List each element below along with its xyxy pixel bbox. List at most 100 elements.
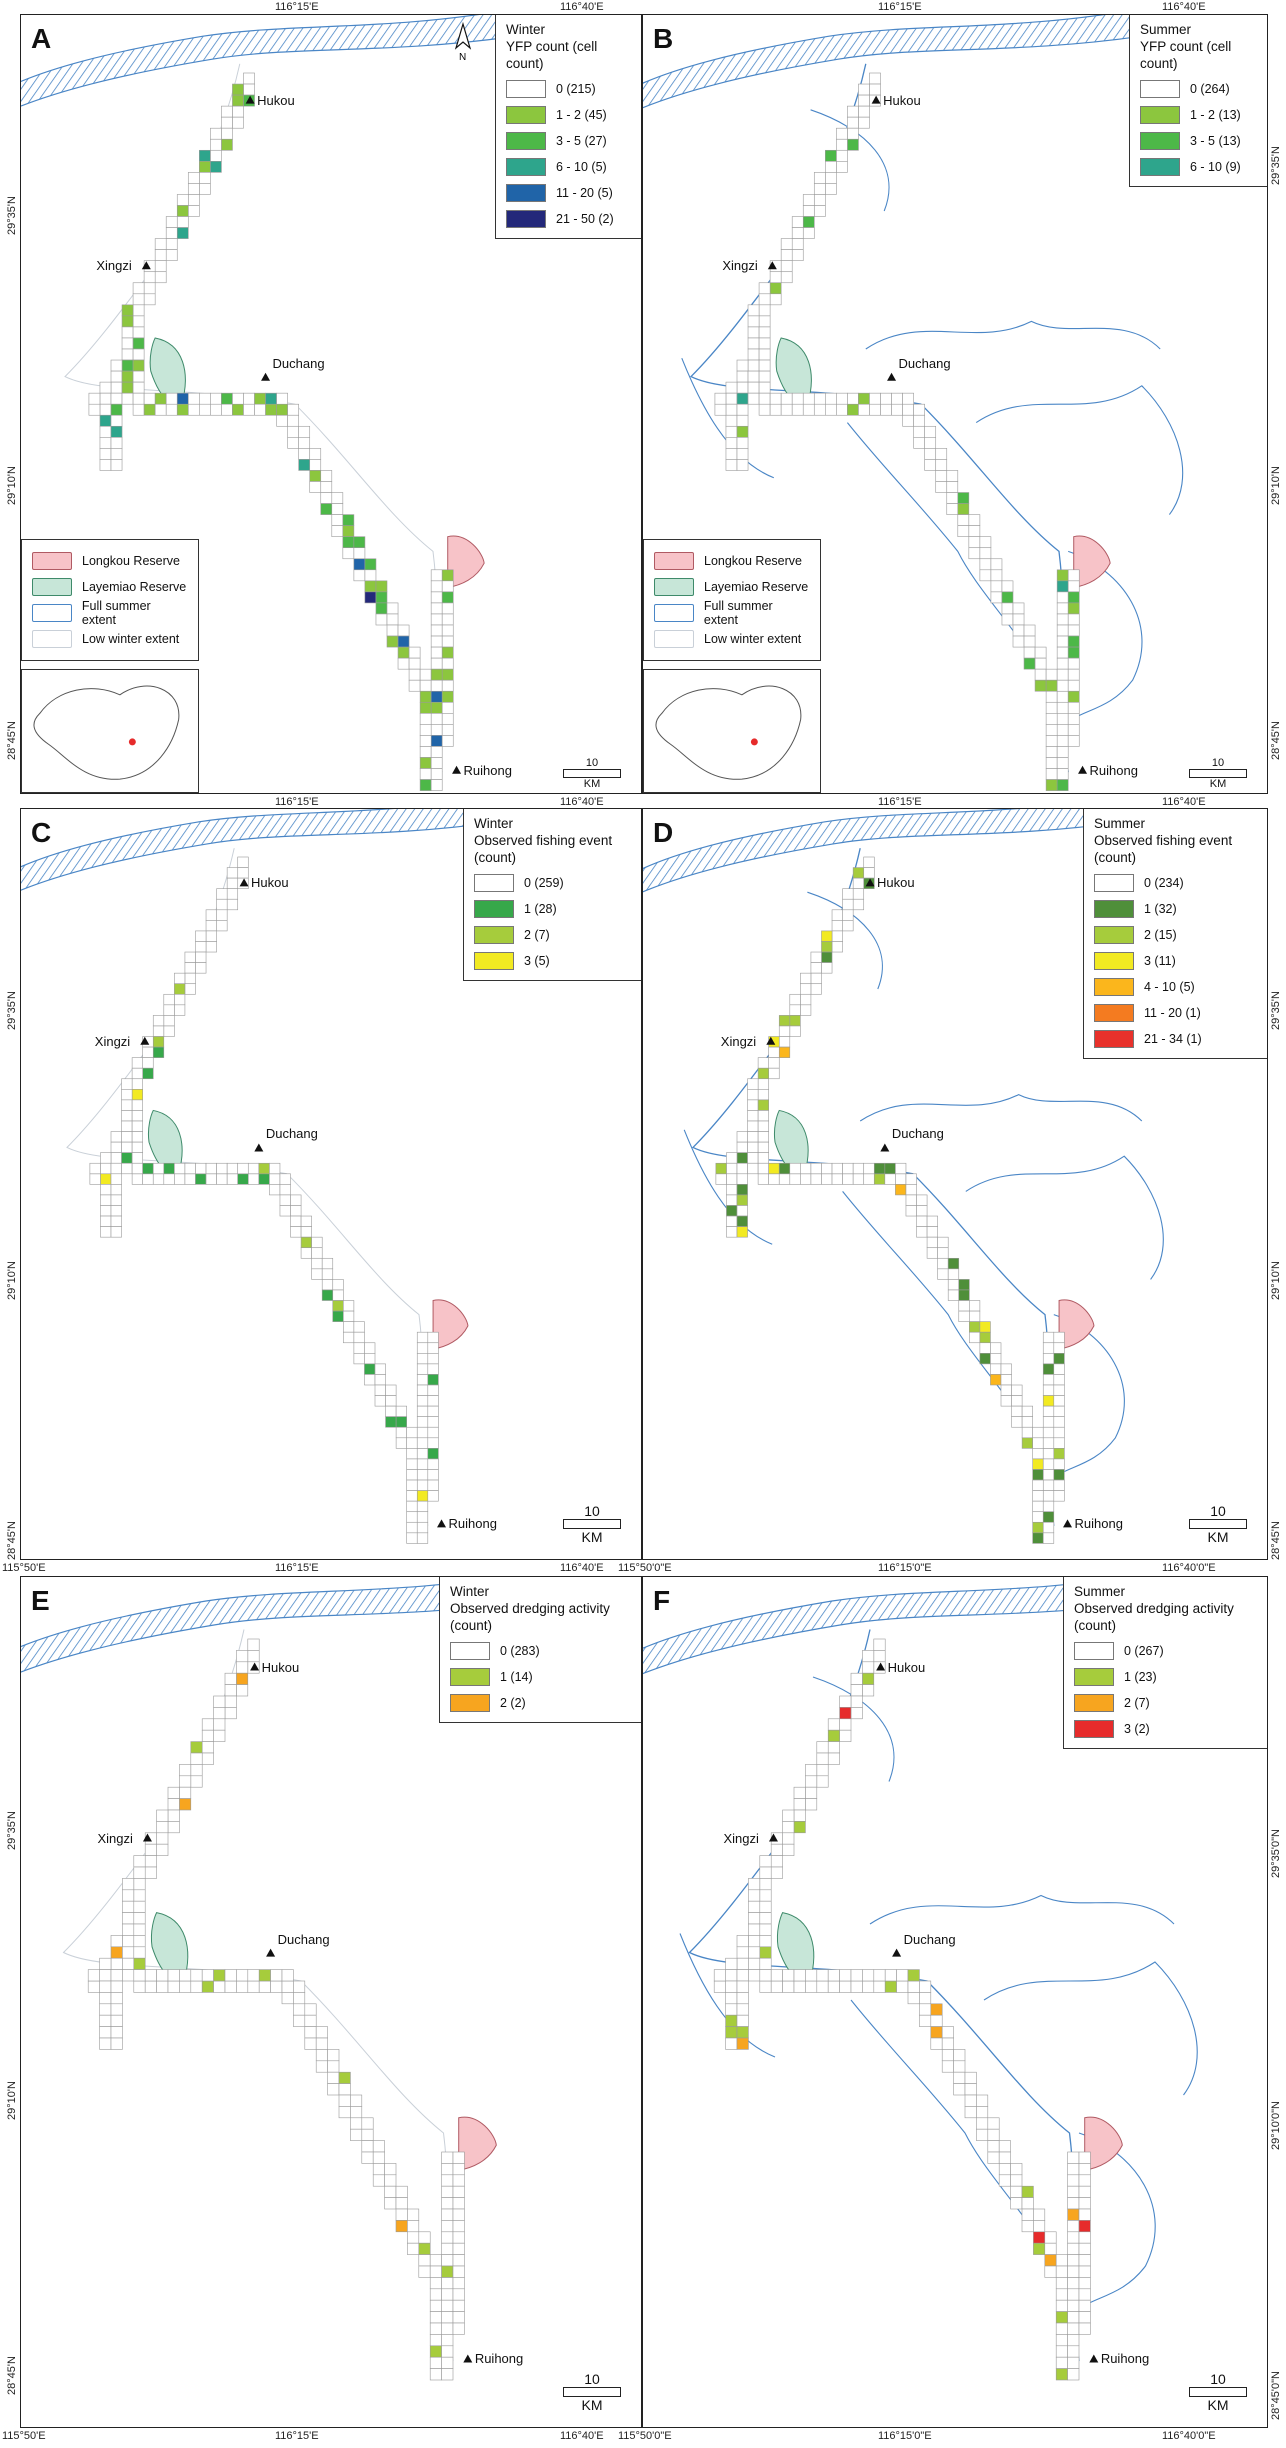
- grid-cell: [1012, 613, 1025, 626]
- place-label-ruihong: Ruihong: [474, 2351, 524, 2367]
- grid-cell: [110, 1131, 122, 1143]
- grid-cell: [384, 2174, 397, 2187]
- grid-cell: [816, 1980, 829, 1993]
- grid-cell: [850, 1672, 863, 1685]
- grid-cell: [165, 216, 178, 228]
- grid-cell: [311, 1257, 323, 1270]
- grid-cell: [1053, 1363, 1065, 1375]
- summer-extent-outline: [859, 1093, 1143, 1122]
- grid-cell: [736, 437, 749, 449]
- reserve-legend: Longkou Reserve Layemiao Reserve Full summ…: [21, 539, 199, 661]
- scale-unit: KM: [1207, 2397, 1229, 2413]
- grid-cell: [1023, 635, 1036, 648]
- grid-cell: [99, 1957, 112, 1970]
- grid-cell: [132, 326, 145, 339]
- grid-cell: [907, 1969, 920, 1982]
- grid-cell: [99, 2037, 112, 2050]
- place-label-hukou: Hukou: [261, 1659, 300, 1675]
- grid-cell: [430, 768, 443, 780]
- grid-cell: [825, 392, 837, 405]
- grid-cell: [725, 1980, 738, 1993]
- grid-cell: [1042, 1437, 1055, 1449]
- grid-cell: [110, 1957, 123, 1970]
- place-label-duchang: Duchang: [898, 355, 951, 371]
- grid-cell: [372, 2174, 385, 2187]
- grid-cell: [831, 941, 843, 953]
- north-arrow-icon: [454, 21, 472, 50]
- grid-cell: [858, 83, 870, 96]
- grid-cell: [759, 1935, 772, 1948]
- grid-cell: [441, 591, 454, 604]
- grid-cell: [154, 271, 167, 284]
- grid-cell: [884, 1980, 897, 1993]
- grid-cell: [452, 2288, 465, 2301]
- grid-cell: [353, 569, 366, 582]
- grid-cell: [839, 1695, 852, 1708]
- grid-cell: [133, 1969, 146, 1982]
- grid-cell: [757, 1162, 769, 1175]
- grid-cell: [205, 1173, 217, 1185]
- grid-cell: [778, 1162, 791, 1175]
- grid-cell: [1067, 602, 1080, 615]
- grid-cell: [780, 403, 793, 416]
- legend-item: 3 (5): [474, 948, 632, 974]
- grid-cell: [1078, 2322, 1091, 2335]
- place-marker-icon: [1078, 765, 1088, 774]
- grid-cell: [816, 1764, 829, 1777]
- place-marker-icon: [266, 1948, 276, 1957]
- lat-label: 29°35'N: [6, 196, 18, 235]
- grid-cell: [210, 403, 222, 416]
- grid-cell: [821, 930, 833, 942]
- legend-item: 4 - 10 (5): [1094, 974, 1258, 1000]
- grid-cell: [441, 580, 454, 593]
- grid-cell: [1033, 2242, 1046, 2255]
- scale-bar: 10 KM: [563, 757, 621, 790]
- grid-cell: [990, 1374, 1002, 1386]
- legend-item: 11 - 20 (1): [1094, 1000, 1258, 1026]
- grid-cell: [842, 909, 854, 921]
- legend-swatch: [1140, 80, 1180, 98]
- grid-cell: [800, 993, 812, 1006]
- grid-cell: [156, 1821, 169, 1834]
- grid-cell: [110, 1141, 122, 1153]
- grid-cell: [441, 679, 454, 692]
- scale-bar-graphic: [1189, 769, 1247, 778]
- grid-cell: [1067, 624, 1080, 637]
- place-marker-icon: [254, 1143, 264, 1152]
- grid-cell: [726, 1173, 738, 1185]
- grid-cell: [154, 403, 167, 416]
- grid-cell: [1023, 657, 1036, 670]
- grid-cell: [758, 326, 771, 339]
- grid-cell: [1011, 1384, 1023, 1396]
- grid-cell: [133, 1980, 146, 1993]
- place-marker-icon: [140, 1036, 150, 1045]
- scale-value: 10: [585, 757, 599, 769]
- grid-cell: [430, 724, 443, 736]
- grid-cell: [441, 2356, 454, 2369]
- grid-cell: [221, 403, 233, 416]
- grid-cell: [793, 1980, 806, 1993]
- grid-cell: [987, 2128, 1000, 2141]
- grid-cell: [1044, 2242, 1057, 2255]
- grid-cell: [99, 1992, 112, 2005]
- lon-label: 116°40'E: [560, 2430, 604, 2442]
- grid-cell: [179, 1786, 192, 1799]
- grid-cell: [441, 635, 454, 648]
- grid-cell: [1042, 1511, 1055, 1523]
- grid-cell: [179, 1798, 192, 1811]
- grid-cell: [418, 2231, 431, 2244]
- grid-cell: [810, 983, 822, 995]
- grid-cell: [902, 403, 914, 416]
- grid-cell: [331, 525, 344, 537]
- grid-cell: [1056, 624, 1069, 637]
- grid-cell: [953, 2083, 966, 2096]
- grid-cell: [375, 613, 388, 626]
- grid-cell: [350, 2117, 363, 2130]
- grid-cell: [407, 2242, 420, 2255]
- legend-swatch: [450, 1642, 490, 1660]
- grid-cell: [850, 1695, 863, 1708]
- legend-swatch: [450, 1694, 490, 1712]
- legend-swatch: [450, 1668, 490, 1686]
- grid-cell: [916, 1215, 928, 1227]
- grid-cell: [427, 1448, 439, 1460]
